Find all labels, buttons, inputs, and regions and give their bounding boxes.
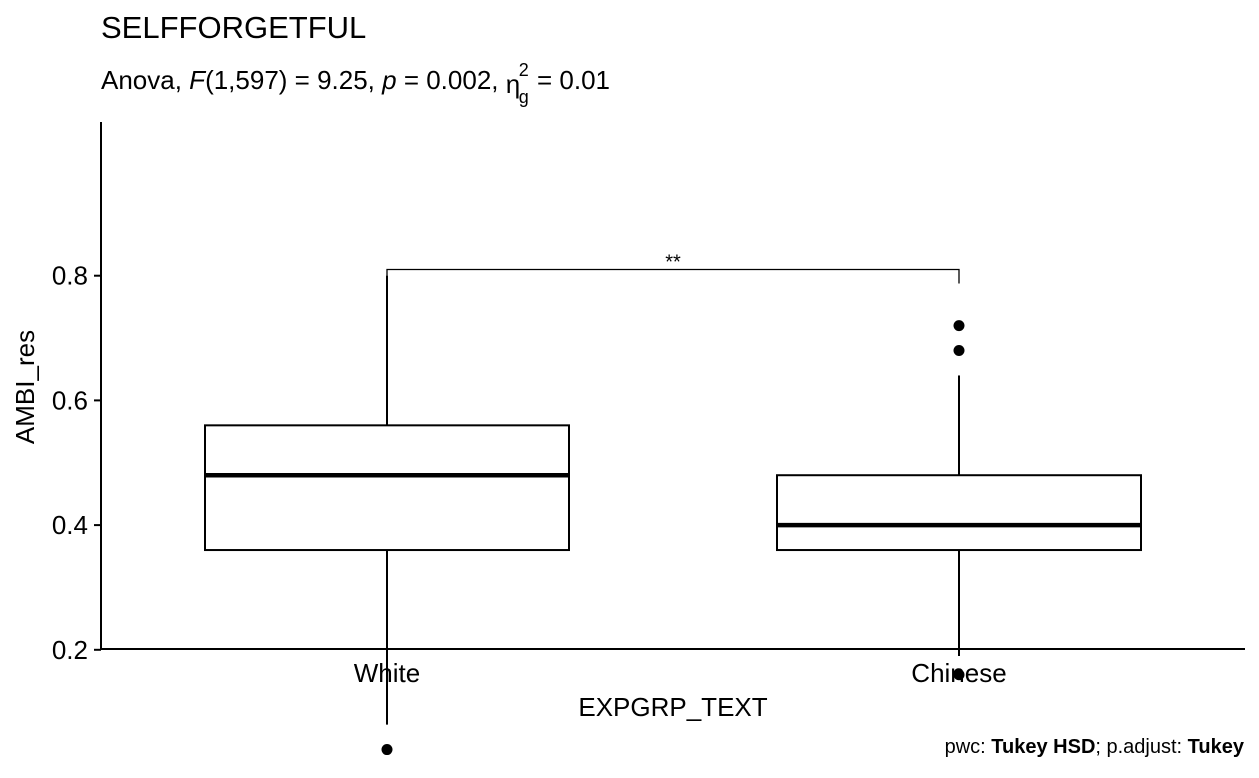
x-axis-title: EXPGRP_TEXT (578, 692, 767, 722)
eta-superscript: 2 (518, 60, 529, 80)
y-tick-label: 0.6 (52, 385, 88, 415)
y-tick-label: 0.8 (52, 261, 88, 291)
subtitle-eta-value: = 0.01 (529, 65, 610, 95)
comparison-layer: ** (386, 251, 960, 284)
chart-caption: pwc: Tukey HSD; p.adjust: Tukey (945, 734, 1244, 760)
subtitle-prefix: Anova, (101, 65, 190, 95)
chinese-outlier-point (953, 669, 965, 681)
subtitle-p-name: p (382, 65, 397, 95)
significance-label: ** (665, 251, 681, 273)
caption-adjust-value: Tukey (1187, 736, 1244, 758)
y-tick-label: 0.4 (52, 510, 88, 540)
subtitle-p-value: = 0.002, (396, 65, 506, 95)
caption-pwc-value: Tukey HSD (991, 736, 1096, 758)
significance-bracket (386, 268, 960, 284)
y-tick-label: 0.2 (52, 635, 88, 665)
chart-title: SELFFORGETFUL (101, 10, 367, 45)
subtitle-stat-name: F (189, 65, 206, 95)
chinese-outlier-point (953, 320, 965, 332)
white-box (204, 424, 570, 552)
axes-layer: 0.20.40.60.8WhiteChinese (52, 122, 1245, 688)
subtitle-stat-args: (1,597) = 9.25, (205, 65, 383, 95)
y-axis-title: AMBI_res (10, 330, 40, 444)
eta-subscript: g (518, 87, 529, 107)
boxes-layer (204, 275, 1142, 725)
chinese-box (776, 474, 1142, 552)
caption-pwc-label: pwc: (944, 736, 992, 758)
outliers-layer (381, 320, 965, 756)
chinese-outlier-point (953, 345, 965, 357)
eta-symbol: η (505, 69, 521, 99)
white-outlier-point (381, 744, 393, 756)
caption-separator: ; p.adjust: (1095, 736, 1188, 758)
